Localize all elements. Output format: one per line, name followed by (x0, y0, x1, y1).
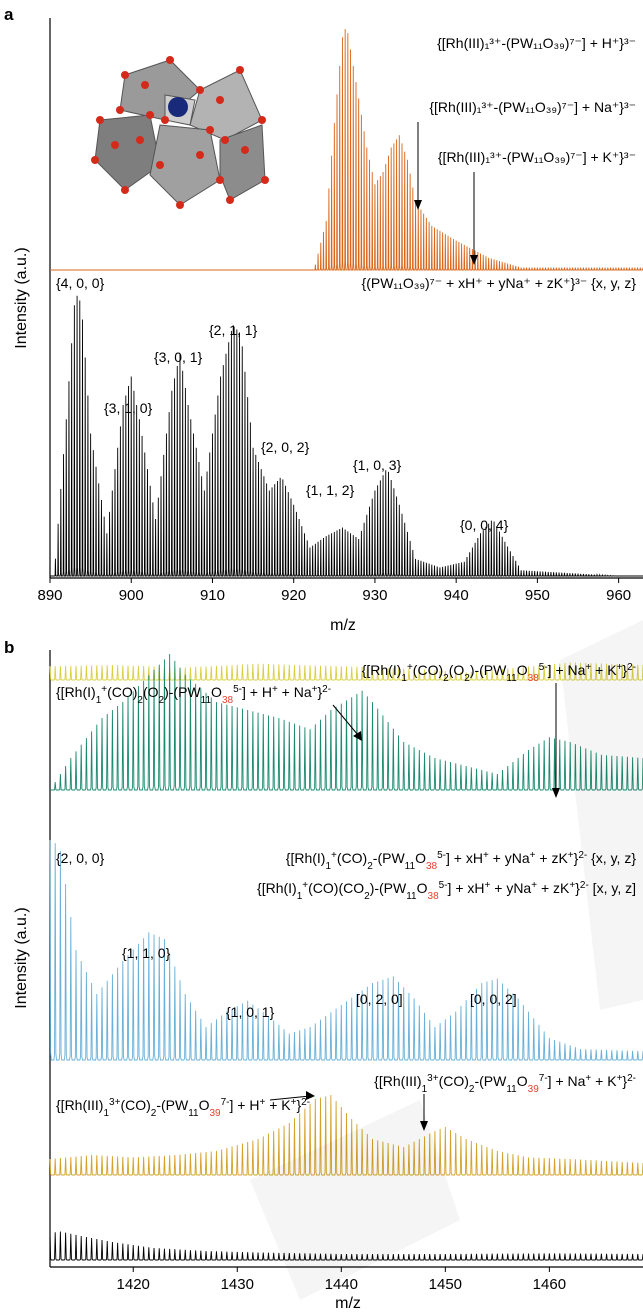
annotation-blue-co2: {[Rh(I)1+(CO)2-(PW11O385-] + xH+ + yNa+ … (286, 850, 637, 872)
annotation-gold-left: {[Rh(III)13+(CO)2-(PW11O397-] + H+ + K+}… (56, 1097, 310, 1119)
arrow-rh-k (470, 172, 478, 265)
peak-label-1-1-2: {1, 1, 2} (306, 482, 355, 498)
peak-label-3-1-0: {3, 1, 0} (104, 400, 153, 416)
series-line-black (49, 1231, 643, 1261)
x-tick-label-1: 1430 (221, 1276, 254, 1293)
x-ticks-b: 1420 1430 1440 1450 1460 (117, 1267, 566, 1293)
annotation-green-left: {[Rh(I)1+(CO)2(O2)-(PW11O385-] + H+ + Na… (56, 684, 331, 706)
peak-label-4-0-0: {4, 0, 0} (56, 275, 105, 291)
annotation-rh-h: {[Rh(III)₁³⁺-(PW₁₁O₃₉)⁷⁻] + H⁺}³⁻ (437, 35, 636, 51)
annotation-rh-na: {[Rh(III)₁³⁺-(PW₁₁O₃₉)⁷⁻] + Na⁺}³⁻ (429, 99, 636, 115)
x-tick-label-7: 960 (606, 587, 631, 604)
series-line-yellow (49, 662, 643, 681)
peak-label-0-0-4: {0, 0, 4} (460, 517, 509, 533)
peak-label-3-0-1: {3, 0, 1} (154, 349, 203, 365)
annotation-blue-co-co2: {[Rh(I)1+(CO)(CO2)-(PW11O385-] + xH+ + y… (257, 880, 636, 902)
arrow-rh-na (414, 122, 422, 210)
x-axis-label-b: m/z (335, 1295, 361, 1312)
x-axis-label-a: m/z (330, 617, 356, 634)
peak-label-0-0-2: [0, 0, 2] (470, 991, 517, 1007)
x-tick-label-0: 890 (37, 587, 62, 604)
annotation-rh-k: {[Rh(III)₁³⁺-(PW₁₁O₃₉)⁷⁻] + K⁺}³⁻ (438, 149, 636, 165)
annotation-green-right: {[Rh(I)1+(CO)2(O2)-(PW11O385-] + Na+ + K… (362, 662, 636, 684)
arrow-gold-right (420, 1094, 428, 1131)
panel-label-b: b (4, 638, 14, 657)
series-line-green (49, 653, 643, 791)
peak-label-2-1-1: {2, 1, 1} (209, 322, 258, 338)
x-tick-label-1: 900 (119, 587, 144, 604)
series-line-pw-bottom (50, 295, 643, 577)
x-tick-label-2: 910 (200, 587, 225, 604)
x-tick-label-4: 930 (362, 587, 387, 604)
x-tick-label-3: 1450 (429, 1276, 462, 1293)
peak-label-0-2-0: [0, 2, 0] (356, 991, 403, 1007)
peak-label-1-0-1: {1, 0, 1} (226, 1004, 275, 1020)
peak-label-1-0-3: {1, 0, 3} (353, 457, 402, 473)
x-tick-label-4: 1460 (533, 1276, 566, 1293)
legend-pw-cluster: {(PW₁₁O₃₉)⁷⁻ + xH⁺ + yNa⁺ + zK⁺}³⁻ {x, y… (362, 275, 637, 291)
peak-label-2-0-2: {2, 0, 2} (261, 439, 310, 455)
x-tick-label-6: 950 (525, 587, 550, 604)
panel-label-a: a (4, 5, 14, 24)
y-axis-label-a: Intensity (a.u.) (13, 247, 30, 348)
arrow-green-left (332, 704, 362, 741)
x-ticks-a: 890 900 910 920 930 940 950 960 (37, 578, 631, 604)
x-tick-label-5: 940 (444, 587, 469, 604)
peak-label-2-0-0: {2, 0, 0} (56, 850, 105, 866)
y-axis-label-b: Intensity (a.u.) (13, 907, 30, 1008)
polyoxometalate-structure-image (88, 55, 270, 215)
arrow-green-right (552, 683, 560, 798)
x-tick-label-0: 1420 (117, 1276, 150, 1293)
arrow-gold-left (269, 1091, 315, 1101)
series-line-rh-top (50, 29, 643, 271)
series-line-gold (49, 1094, 643, 1176)
x-tick-label-3: 920 (281, 587, 306, 604)
annotation-gold-right: {[Rh(III)13+(CO)2-(PW11O397-] + Na+ + K+… (374, 1073, 636, 1095)
x-tick-label-2: 1440 (325, 1276, 358, 1293)
peak-label-1-1-0: {1, 1, 0} (122, 945, 171, 961)
series-line-blue (49, 839, 643, 1061)
